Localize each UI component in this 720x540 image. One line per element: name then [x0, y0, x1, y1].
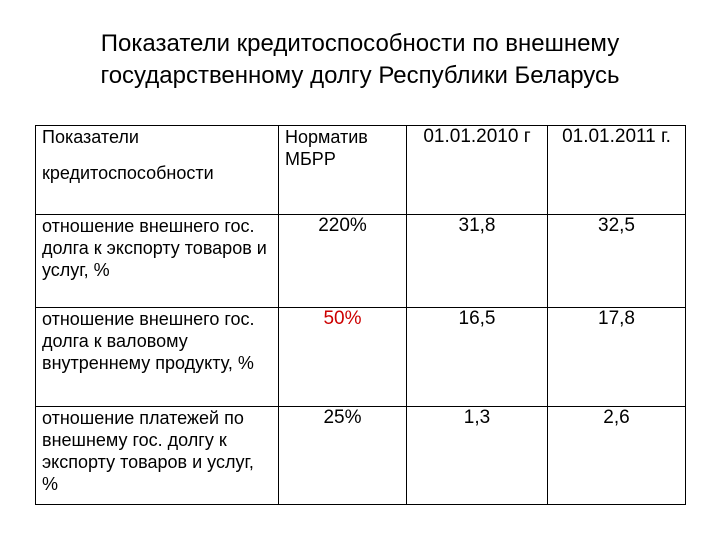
row-value-2011: 2,6	[547, 406, 686, 505]
table-row: отношение внешнего гос. долга к валовому…	[35, 307, 686, 407]
row-label: отношение платежей по внешнему гос. долг…	[35, 406, 279, 505]
header-norm-cell: Норматив МБРР	[278, 125, 407, 215]
title-line-2: государственному долгу Республики Белару…	[100, 62, 620, 89]
indicators-table: Показатели кредитоспособности Норматив М…	[35, 125, 686, 505]
header-indicator-line1: Показатели	[42, 127, 139, 147]
row-norm-value: 50%	[278, 307, 407, 407]
header-date-2010-cell: 01.01.2010 г	[406, 125, 548, 215]
header-indicator-line2: кредитоспособности	[42, 163, 214, 183]
header-date-2011-cell: 01.01.2011 г.	[547, 125, 686, 215]
row-value-2010: 1,3	[406, 406, 548, 505]
page-title: Показатели кредитоспособности по внешнем…	[0, 28, 720, 92]
row-norm-value: 220%	[278, 214, 407, 308]
row-norm-value: 25%	[278, 406, 407, 505]
row-value-2010: 16,5	[406, 307, 548, 407]
table-header-row: Показатели кредитоспособности Норматив М…	[35, 125, 686, 215]
row-value-2011: 32,5	[547, 214, 686, 308]
table-row: отношение платежей по внешнему гос. долг…	[35, 406, 686, 505]
table-row: отношение внешнего гос. долга к экспорту…	[35, 214, 686, 308]
row-label: отношение внешнего гос. долга к валовому…	[35, 307, 279, 407]
row-value-2010: 31,8	[406, 214, 548, 308]
title-line-1: Показатели кредитоспособности по внешнем…	[100, 30, 620, 57]
header-indicator-cell: Показатели кредитоспособности	[35, 125, 279, 215]
row-label: отношение внешнего гос. долга к экспорту…	[35, 214, 279, 308]
row-value-2011: 17,8	[547, 307, 686, 407]
